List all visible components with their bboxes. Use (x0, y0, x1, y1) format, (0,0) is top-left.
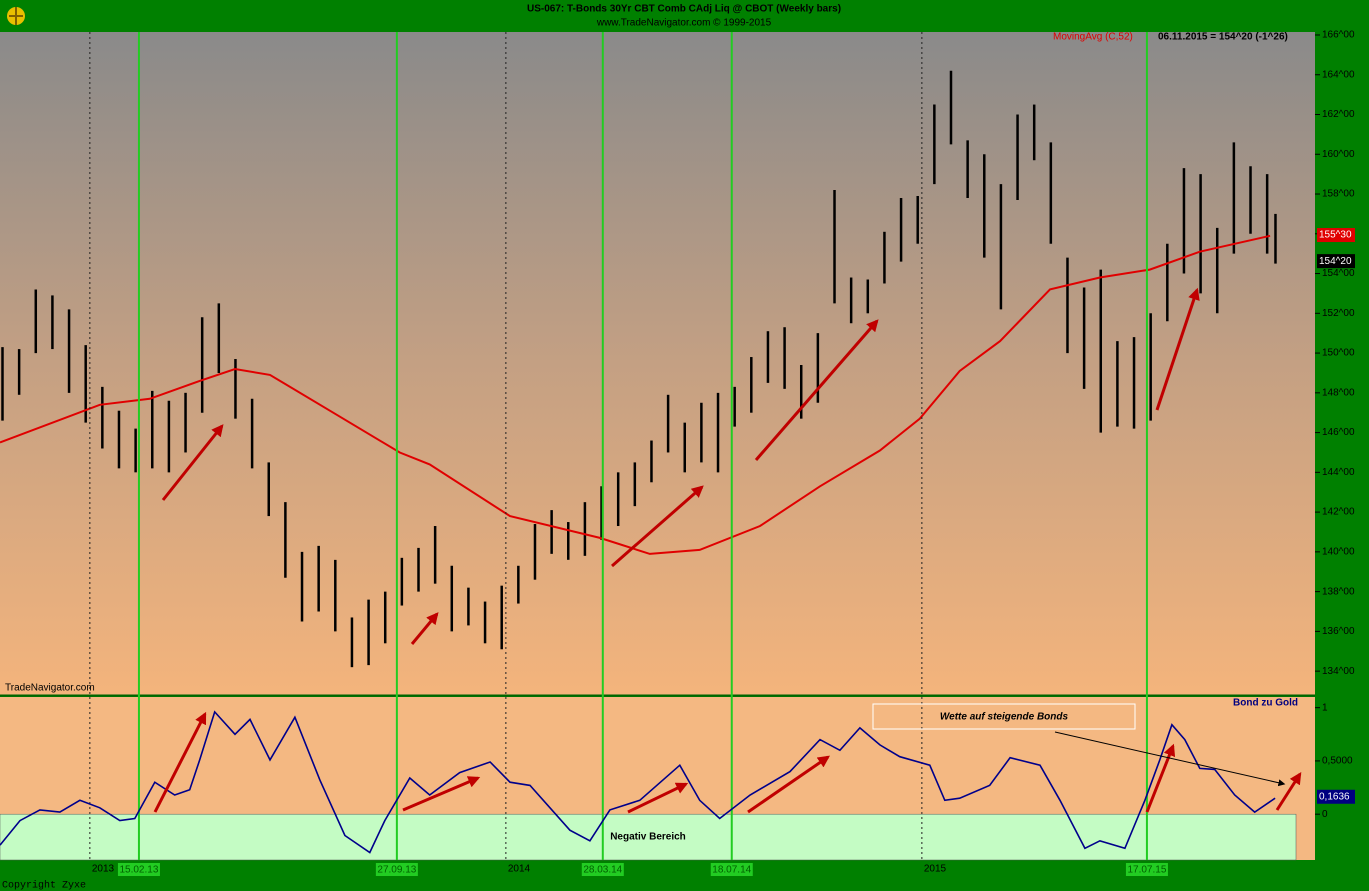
x-tick-label: 2013 (92, 864, 115, 875)
y-tick-label: 1 (1322, 702, 1328, 713)
y-tick-label: 144^00 (1322, 467, 1355, 478)
y-tick-label: 150^00 (1322, 348, 1355, 359)
marker-label: 17.07.15 (1127, 865, 1166, 876)
value-tag (1317, 789, 1355, 804)
marker-box (581, 863, 624, 876)
logo (7, 7, 25, 25)
y-tick-label: 0,5000 (1322, 756, 1353, 767)
x-tick-label: 2014 (508, 864, 531, 875)
marker-box (1125, 863, 1168, 876)
y-tick-label: 162^00 (1322, 109, 1355, 120)
marker-box (375, 863, 418, 876)
y-tick-label: 142^00 (1322, 507, 1355, 518)
footer: Copyright Zyxe (2, 880, 86, 891)
legend-value: 06.11.2015 = 154^20 (-1^26) (1158, 32, 1288, 43)
indicator-line (0, 710, 1276, 854)
y-tick-label: 0 (1322, 809, 1328, 820)
annotation: Wette auf steigende Bonds (940, 712, 1069, 723)
y-tick-label: 158^00 (1322, 189, 1355, 200)
price-tag-label: 154^20 (1319, 256, 1352, 267)
value-tag-label: 0,1636 (1319, 791, 1350, 802)
chart-subtitle: www.TradeNavigator.com © 1999-2015 (596, 18, 772, 29)
legend-entry: MovingAvg (C,52) (1053, 32, 1133, 43)
annotation: Negativ Bereich (610, 832, 686, 843)
x-tick-label: 2015 (924, 864, 947, 875)
marker-box (710, 863, 753, 876)
y-tick-label: 152^00 (1322, 308, 1355, 319)
marker-label: 15.02.13 (119, 865, 158, 876)
y-tick-label: 148^00 (1322, 387, 1355, 398)
y-tick-label: 146^00 (1322, 427, 1355, 438)
marker-label: 27.09.13 (377, 865, 416, 876)
y-tick-label: 160^00 (1322, 149, 1355, 160)
y-tick-label: 138^00 (1322, 586, 1355, 597)
y-tick-label: 164^00 (1322, 69, 1355, 80)
y-tick-label: 140^00 (1322, 547, 1355, 558)
annotation-arrows (153, 287, 1302, 814)
marker-label: 18.07.14 (712, 865, 751, 876)
y-tick-label: 154^00 (1322, 268, 1355, 279)
y-tick-label: 134^00 (1322, 666, 1355, 677)
marker-box (117, 863, 160, 876)
watermark: TradeNavigator.com (5, 683, 95, 694)
price-tag-label: 155^30 (1319, 230, 1352, 241)
annotation-box (872, 703, 1136, 730)
panel-title: Bond zu Gold (1233, 698, 1298, 709)
callout-arrow (1054, 731, 1286, 787)
marker-label: 28.03.14 (583, 865, 622, 876)
price-tag (1317, 228, 1355, 243)
chart-title: US-067: T-Bonds 30Yr CBT Comb CAdj Liq @… (527, 4, 841, 15)
negative-zone (0, 813, 1297, 861)
price-tag (1317, 254, 1355, 269)
y-tick-label: 166^00 (1322, 30, 1355, 41)
y-tick-label: 136^00 (1322, 626, 1355, 637)
moving-average (0, 234, 1271, 555)
data-layer: 134^00 136^00 138^00 140^00 142^00 144^00 146^… (0, 30, 1355, 876)
